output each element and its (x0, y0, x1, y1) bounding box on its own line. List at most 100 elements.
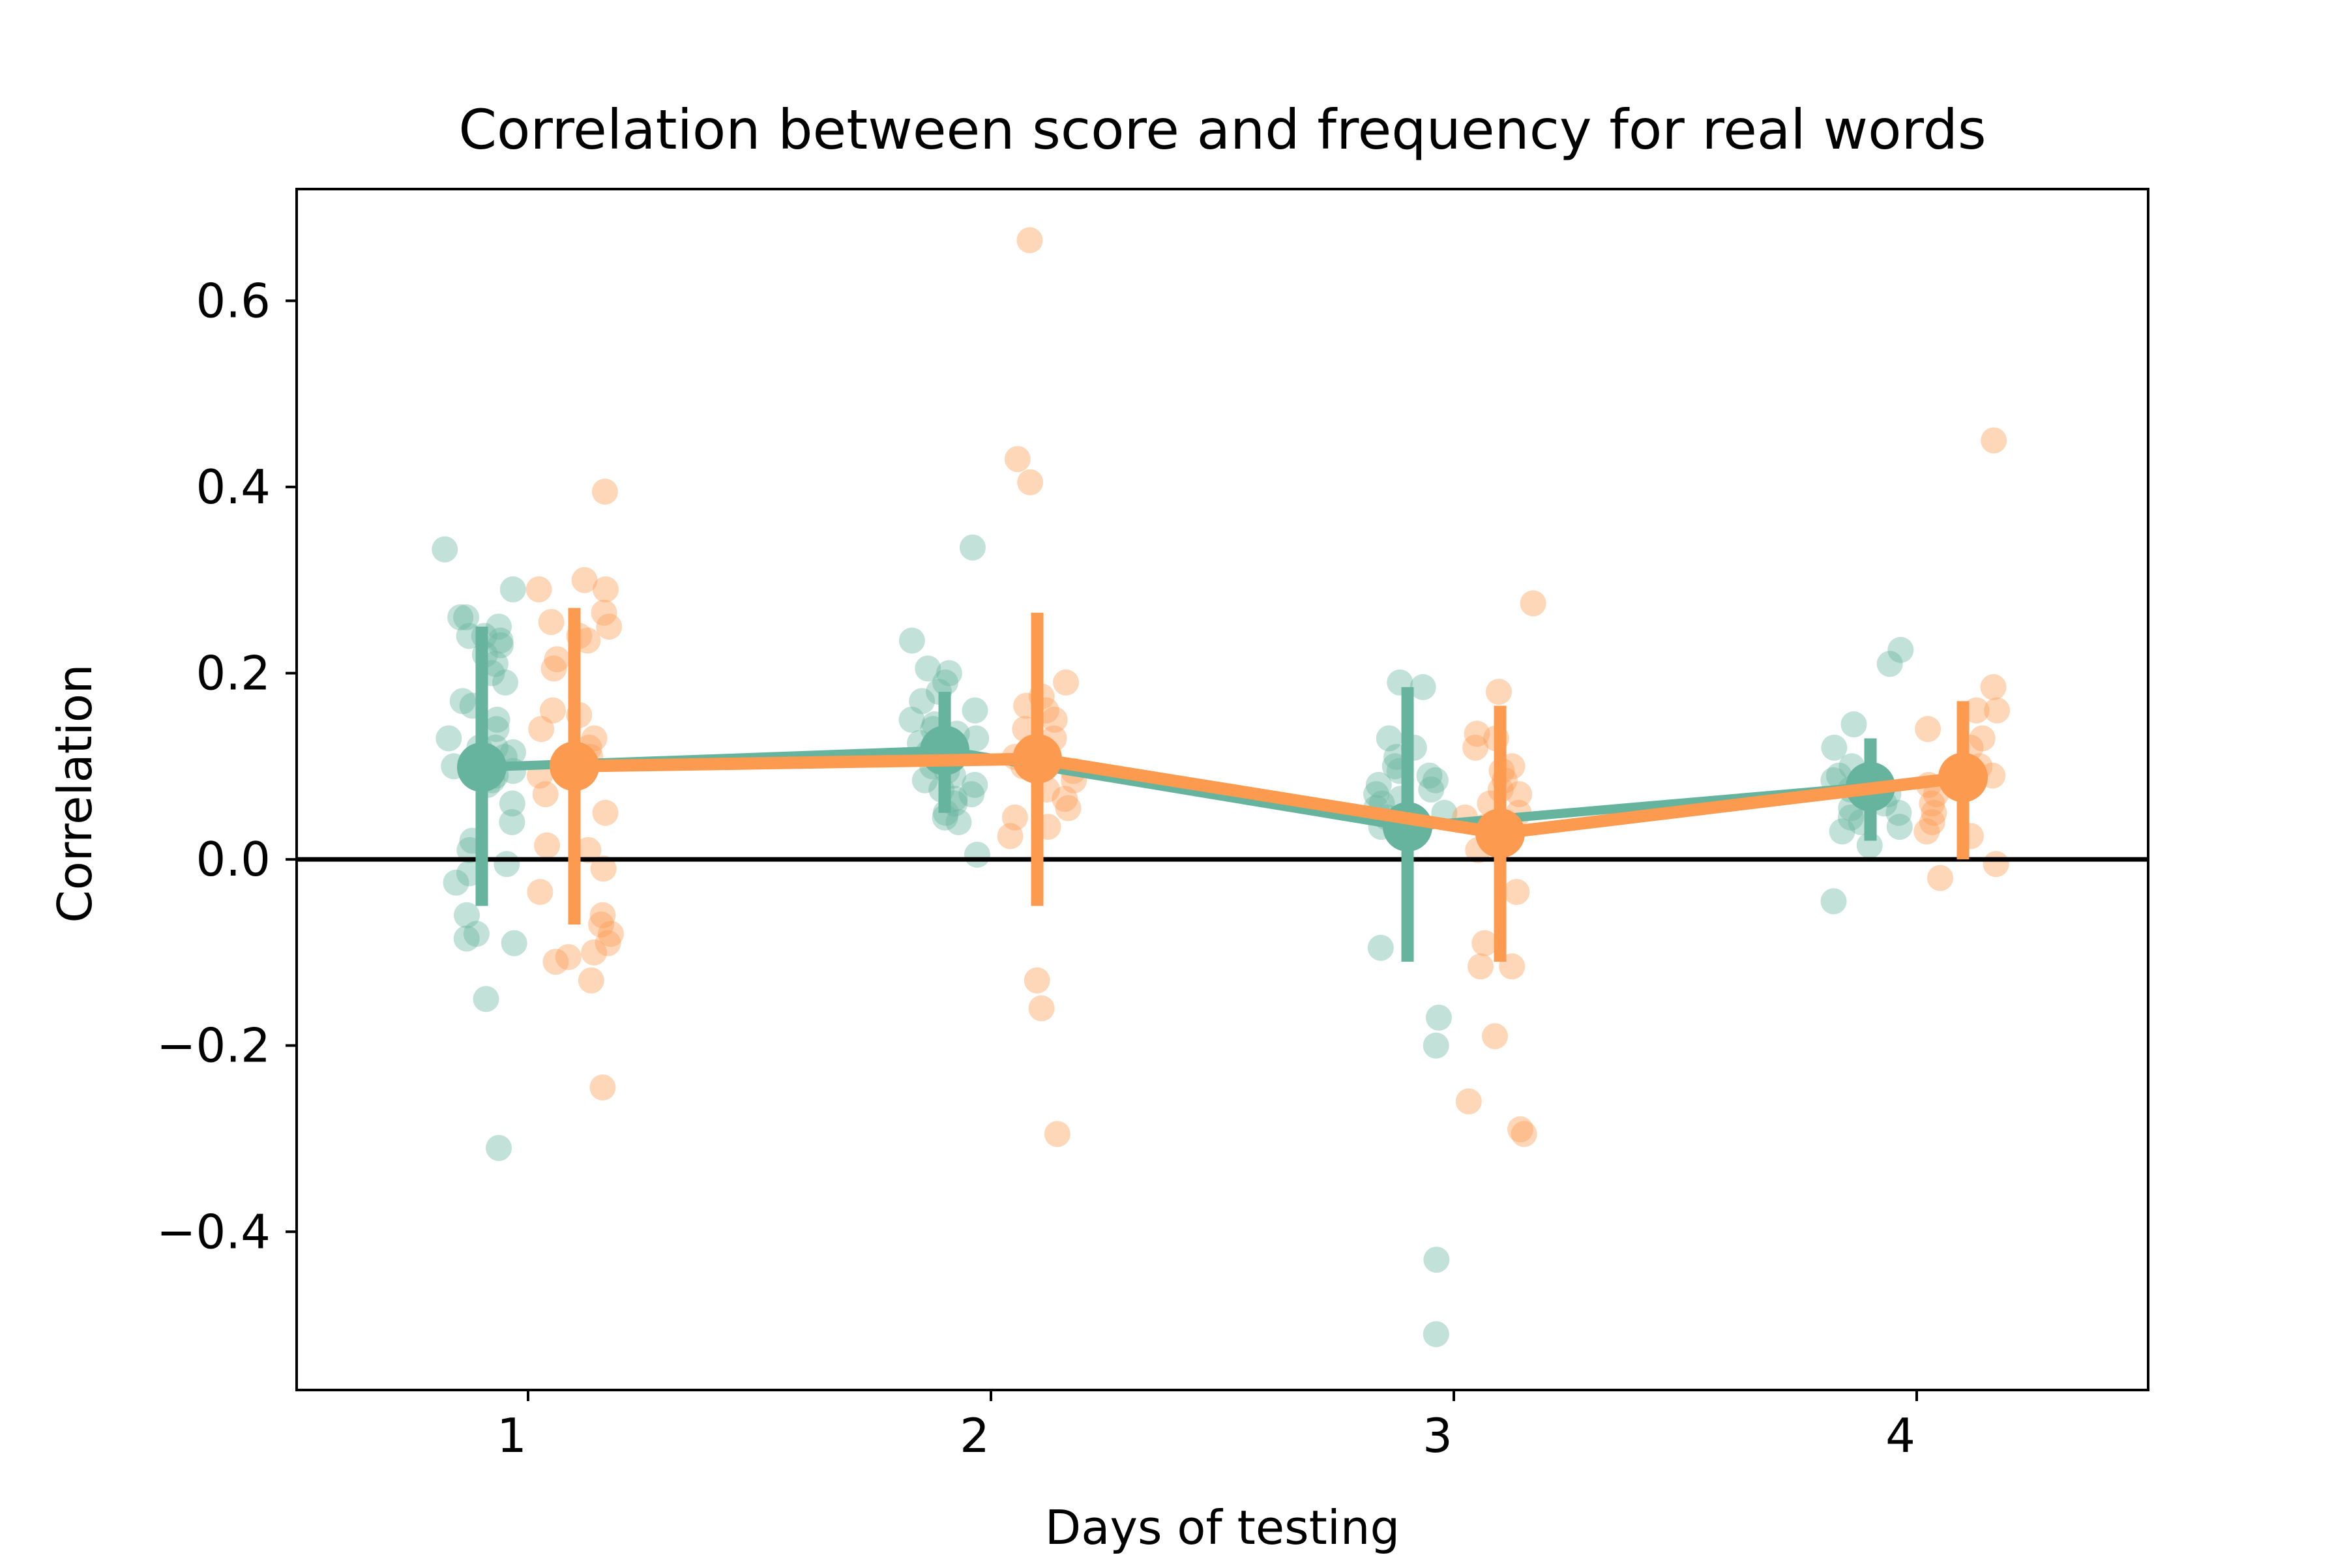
jitter-point-s1-day4-14 (1837, 804, 1864, 831)
jitter-point-s2-day2-18 (1001, 804, 1028, 831)
jitter-point-s2-day4-0 (1981, 427, 2007, 454)
jitter-point-s2-day3-20 (1481, 1023, 1508, 1050)
mean-marker-s2-day2 (1012, 733, 1062, 784)
jitter-point-s2-day2-21 (1024, 967, 1050, 994)
jitter-point-s2-day2-23 (1044, 1121, 1070, 1147)
jitter-point-s2-day1-27 (597, 921, 624, 947)
jitter-point-s1-day4-0 (1887, 636, 1914, 663)
jitter-point-s2-day1-28 (595, 930, 621, 956)
jitter-point-s2-day1-29 (581, 939, 608, 966)
x-tick-label-3: 3 (1423, 1408, 1453, 1463)
jitter-point-s2-day1-33 (589, 1074, 616, 1101)
jitter-point-s1-day1-34 (443, 869, 469, 896)
jitter-point-s2-day3-0 (1520, 590, 1546, 617)
jitter-point-s1-day2-30 (945, 808, 972, 835)
jitter-point-s1-day1-7 (487, 627, 514, 654)
jitter-point-s1-day1-13 (449, 688, 476, 715)
jitter-point-s1-day1-29 (499, 808, 525, 835)
jitter-point-s2-day4-2 (1963, 697, 1990, 724)
jitter-point-s1-day3-10 (1418, 777, 1445, 803)
jitter-point-s1-day1-39 (473, 986, 499, 1013)
jitter-point-s2-day1-9 (544, 646, 570, 673)
jitter-point-s1-day4-5 (1825, 762, 1852, 789)
jitter-point-s1-day4-2 (1840, 711, 1867, 738)
jitter-point-s2-day1-22 (575, 836, 602, 863)
jitter-point-s2-day1-5 (538, 608, 565, 635)
jitter-point-s2-day4-17 (1927, 865, 1954, 891)
jitter-point-s2-day4-5 (1969, 725, 1996, 752)
jitter-point-s2-day1-14 (581, 725, 608, 752)
jitter-point-s2-day2-7 (1041, 706, 1068, 733)
jitter-point-s1-day1-0 (432, 536, 458, 563)
y-tick-label-0: −0.4 (156, 1204, 271, 1259)
jitter-point-s2-day3-18 (1467, 953, 1494, 980)
jitter-point-s1-day2-23 (962, 771, 988, 798)
jitter-point-s1-day2-2 (915, 655, 941, 682)
jitter-point-s1-day1-38 (501, 930, 527, 956)
jitter-point-s2-day1-24 (527, 879, 554, 906)
jitter-point-s1-day3-1 (1410, 673, 1436, 700)
jitter-point-s2-day1-21 (534, 832, 561, 859)
jitter-point-s2-day1-1 (571, 567, 598, 593)
jitter-point-s2-day4-3 (1984, 697, 2011, 724)
y-tick-label-5: 0.6 (196, 273, 271, 328)
jitter-point-s2-day3-17 (1471, 930, 1498, 956)
jitter-point-s1-day1-32 (494, 851, 520, 878)
jitter-point-s1-day1-36 (463, 921, 490, 947)
mean-marker-s2-day3 (1475, 808, 1525, 859)
jitter-point-s2-day3-23 (1511, 1121, 1537, 1147)
plot-frame (295, 188, 2149, 1391)
jitter-point-s1-day3-21 (1367, 934, 1394, 961)
jitter-point-s2-day3-16 (1503, 879, 1530, 906)
jitter-point-s1-day1-8 (487, 632, 514, 658)
jitter-point-s1-day4-13 (1885, 799, 1912, 826)
jitter-point-s1-day3-23 (1423, 1032, 1449, 1059)
jitter-point-s2-day3-2 (1464, 720, 1490, 747)
y-axis-ticks: −0.4 −0.2 0.0 0.2 0.4 0.6 (156, 273, 297, 1259)
x-tick-label-1: 1 (497, 1408, 527, 1463)
jitter-point-s2-day4-11 (1919, 790, 1945, 817)
jitter-point-s1-day2-12 (963, 725, 990, 752)
jitter-point-s1-day2-8 (898, 706, 925, 733)
jitter-point-s1-day1-3 (447, 604, 474, 630)
jitter-point-s1-day1-15 (484, 706, 510, 733)
jitter-point-s1-day3-8 (1422, 767, 1449, 793)
jitter-point-s1-day1-1 (499, 576, 526, 602)
jitter-point-s2-day4-12 (1921, 799, 1947, 826)
jitter-point-s1-day3-25 (1423, 1321, 1449, 1348)
jitter-point-s1-day3-9 (1365, 771, 1392, 798)
jitter-point-s1-day1-12 (492, 669, 518, 696)
jitter-point-s1-day3-2 (1376, 725, 1402, 752)
jitter-point-s1-day2-7 (962, 697, 988, 724)
jitter-point-s1-day1-20 (499, 739, 526, 765)
jitter-point-s1-day2-22 (911, 767, 938, 793)
jitter-point-s2-day4-4 (1915, 716, 1941, 743)
jitter-point-s1-day4-17 (1829, 818, 1855, 845)
mean-marker-s2-day4 (1938, 752, 1988, 803)
jitter-point-s2-day2-17 (1055, 795, 1082, 821)
jitter-point-s1-day2-0 (959, 534, 986, 561)
x-tick-label-4: 4 (1885, 1408, 1915, 1463)
jitter-point-s2-day4-14 (1913, 818, 1940, 845)
jitter-point-s1-day1-40 (486, 1134, 512, 1161)
jitter-point-s2-day3-9 (1506, 781, 1533, 808)
jitter-point-s2-day1-26 (588, 911, 615, 938)
jitter-point-s1-day1-37 (453, 925, 480, 952)
jitter-point-s1-day4-16 (1886, 814, 1913, 840)
jitter-point-s2-day2-22 (1028, 995, 1055, 1022)
jitter-point-s1-day2-1 (898, 627, 925, 654)
jitter-point-s1-day3-22 (1425, 1004, 1452, 1031)
jitter-point-s2-day1-20 (592, 799, 619, 826)
jitter-point-s2-day1-6 (596, 614, 623, 640)
jitter-point-s2-day1-25 (589, 902, 616, 928)
jitter-point-s2-day4-1 (1980, 673, 2007, 700)
series-lines (457, 608, 1988, 962)
jitter-point-s2-day2-2 (1017, 469, 1044, 496)
mean-marker-s1-day1 (457, 742, 507, 792)
jitter-point-s1-day3-7 (1416, 762, 1443, 789)
jitter-point-s2-day1-23 (590, 855, 617, 882)
jitter-point-s2-day2-1 (1004, 446, 1031, 473)
jitter-point-s2-day3-21 (1455, 1088, 1482, 1115)
jitter-point-s2-day1-10 (540, 655, 567, 682)
jitter-point-s2-day1-11 (539, 697, 566, 724)
